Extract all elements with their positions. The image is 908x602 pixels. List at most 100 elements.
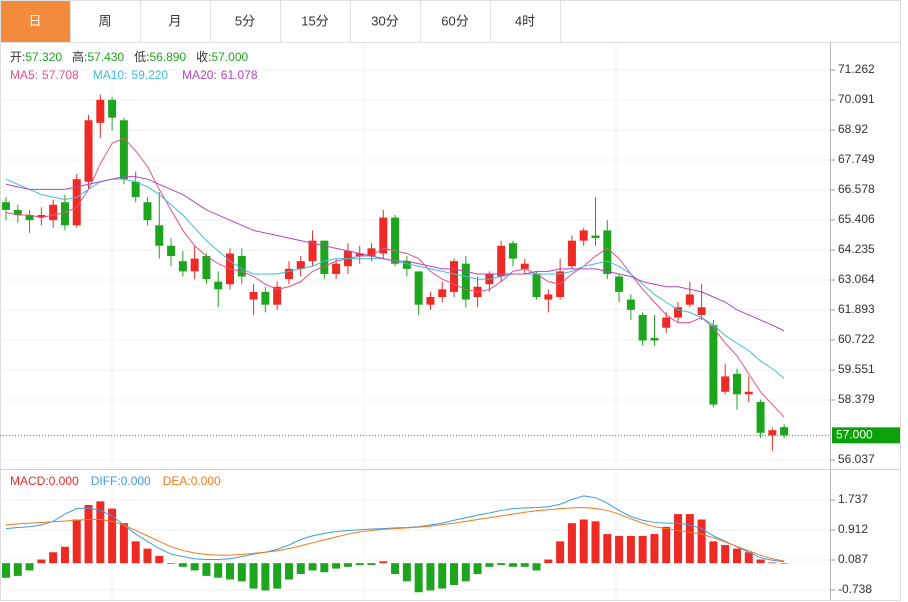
- candle-body: [284, 268, 293, 280]
- ma-legend-value: 61.078: [221, 68, 258, 82]
- macd-legend-name: DIFF:: [91, 474, 121, 488]
- tab-bg[interactable]: [210, 0, 281, 43]
- tab-bg[interactable]: [0, 0, 71, 43]
- candle-body: [237, 256, 246, 277]
- tab[interactable]: 30分: [350, 0, 421, 43]
- candle-body: [709, 325, 718, 405]
- tab-bg[interactable]: [490, 0, 561, 43]
- candle-body: [273, 286, 282, 305]
- macd-bar: [426, 563, 435, 591]
- ma-legend-value: 57.708: [42, 68, 79, 82]
- macd-bar: [473, 563, 482, 575]
- macd-bar: [744, 552, 753, 564]
- macd-bar: [438, 563, 447, 589]
- macd-bar: [768, 562, 777, 564]
- macd-bar: [49, 552, 58, 564]
- candle-body: [143, 202, 152, 221]
- tab-bg[interactable]: [420, 0, 491, 43]
- tab[interactable]: 15分: [280, 0, 351, 43]
- macd-bar: [414, 563, 423, 593]
- candle-body: [320, 240, 329, 274]
- candle-body: [391, 217, 400, 264]
- macd-bar: [497, 563, 506, 565]
- tab-label[interactable]: 15分: [301, 13, 328, 28]
- tab[interactable]: 月: [140, 0, 211, 43]
- macd-bar: [226, 563, 235, 580]
- macd-bar: [402, 563, 411, 582]
- macd-bar: [332, 563, 341, 569]
- candle-body: [626, 299, 635, 310]
- y-tick-label: 58.379: [838, 392, 875, 406]
- tab[interactable]: 5分: [210, 0, 281, 43]
- tab-label[interactable]: 5分: [235, 13, 255, 28]
- candle-body: [697, 307, 706, 315]
- ohlc-value: 57.430: [87, 50, 124, 64]
- candle-body: [84, 120, 93, 182]
- y-tick-label: 59.551: [838, 362, 875, 376]
- tab[interactable]: 日: [0, 0, 71, 43]
- candle-body: [402, 261, 411, 269]
- macd-bar: [214, 563, 223, 578]
- candle-body: [25, 215, 34, 221]
- candle-body: [296, 261, 305, 269]
- tab-label[interactable]: 月: [168, 13, 181, 28]
- candle-body: [615, 276, 624, 292]
- macd-bar: [96, 501, 105, 564]
- candle-body: [37, 215, 46, 218]
- y-tick-label: 0.912: [838, 522, 868, 536]
- macd-bar: [273, 563, 282, 589]
- tab[interactable]: 4时: [490, 0, 561, 43]
- macd-legend-name: DEA:: [163, 474, 191, 488]
- y-tick-label: 63.064: [838, 272, 875, 286]
- ohlc-label: 高:: [72, 49, 87, 64]
- macd-bar: [320, 563, 329, 573]
- v-grid: [111, 42, 617, 600]
- y-tick-label: -0.738: [838, 582, 872, 596]
- macd-bar: [155, 555, 164, 564]
- candle-body: [532, 273, 541, 298]
- tab-label[interactable]: 周: [98, 13, 111, 28]
- candle-body: [662, 317, 671, 328]
- candle-body: [685, 294, 694, 305]
- y-tick-label: 70.091: [838, 92, 875, 106]
- ma-legend-value: 59.220: [131, 68, 168, 82]
- macd-bar: [732, 548, 741, 564]
- macd-bar: [697, 519, 706, 564]
- candle-body: [332, 263, 341, 274]
- candle-body: [732, 373, 741, 395]
- candle-body: [155, 225, 164, 246]
- candle-body: [202, 256, 211, 280]
- macd-bar: [615, 535, 624, 564]
- macd-bar: [591, 521, 600, 564]
- ohlc-value: 57.000: [211, 50, 248, 64]
- candle-body: [567, 240, 576, 267]
- candle-body: [108, 99, 117, 118]
- macd-bar: [367, 563, 376, 565]
- candle-body: [544, 294, 553, 300]
- macd-bar: [284, 563, 293, 580]
- macd-bar: [638, 535, 647, 564]
- macd-bar: [685, 514, 694, 564]
- tab[interactable]: 周: [70, 0, 141, 43]
- tab-label[interactable]: 4时: [515, 13, 535, 28]
- y-tick-label: 68.92: [838, 122, 868, 136]
- macd-bar: [167, 563, 176, 564]
- tab-label[interactable]: 60分: [441, 13, 468, 28]
- macd-bar: [143, 548, 152, 564]
- y-tick-label: 64.235: [838, 242, 875, 256]
- macd-bar: [674, 514, 683, 564]
- macd-bar: [603, 534, 612, 564]
- ohlc-label: 开:: [10, 50, 25, 64]
- candle-body: [744, 391, 753, 395]
- tab-label[interactable]: 30分: [371, 13, 398, 28]
- candle-body: [780, 427, 789, 436]
- tab-label[interactable]: 日: [28, 13, 41, 28]
- macd-bar: [721, 544, 730, 564]
- tab[interactable]: 60分: [420, 0, 491, 43]
- tab-bg[interactable]: [280, 0, 351, 43]
- macd-bar: [567, 523, 576, 564]
- macd-bar: [544, 559, 553, 564]
- tab-bg[interactable]: [350, 0, 421, 43]
- ma-legend-name: MA10:: [93, 68, 128, 82]
